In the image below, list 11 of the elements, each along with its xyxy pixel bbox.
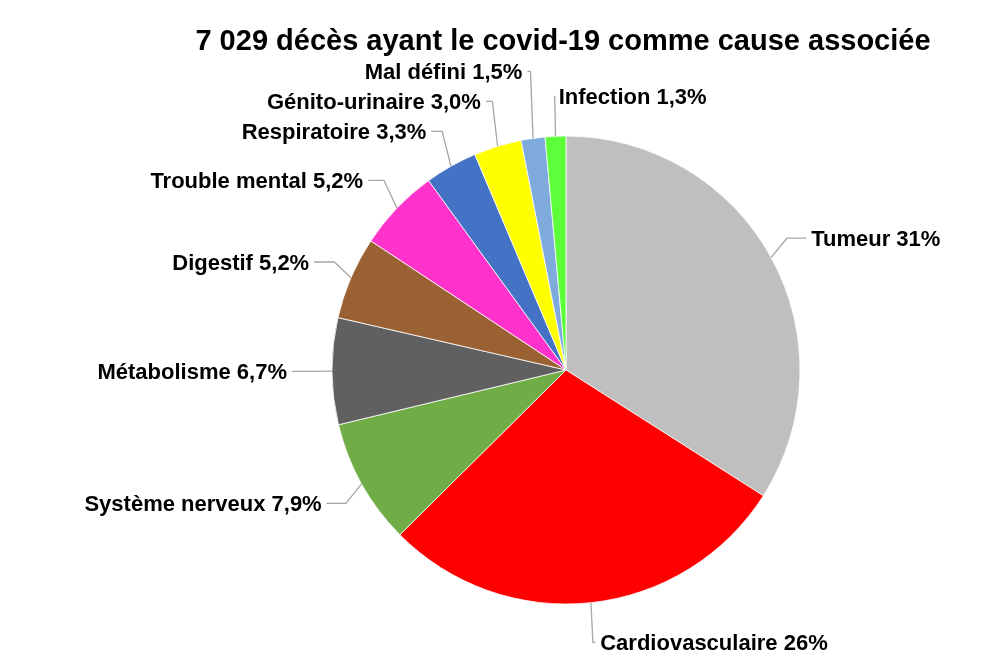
slice-label: Infection 1,3% (558, 83, 707, 109)
slice-label: Métabolisme 6,7% (97, 359, 287, 385)
slice-label: Mal défini 1,5% (364, 59, 523, 85)
slice-label: Respiratoire 3,3% (241, 119, 427, 145)
slice-label: Tumeur 31% (811, 225, 941, 251)
slice-label: Digestif 5,2% (172, 249, 310, 275)
chart-title: 7 029 décès ayant le covid-19 comme cause associée (195, 24, 931, 56)
slice-label: Cardiovasculaire 26% (600, 630, 828, 656)
slice-label: Génito-urinaire 3,0% (266, 89, 481, 115)
slice-label: Système nerveux 7,9% (84, 491, 322, 517)
slice-label: Trouble mental 5,2% (150, 168, 364, 194)
